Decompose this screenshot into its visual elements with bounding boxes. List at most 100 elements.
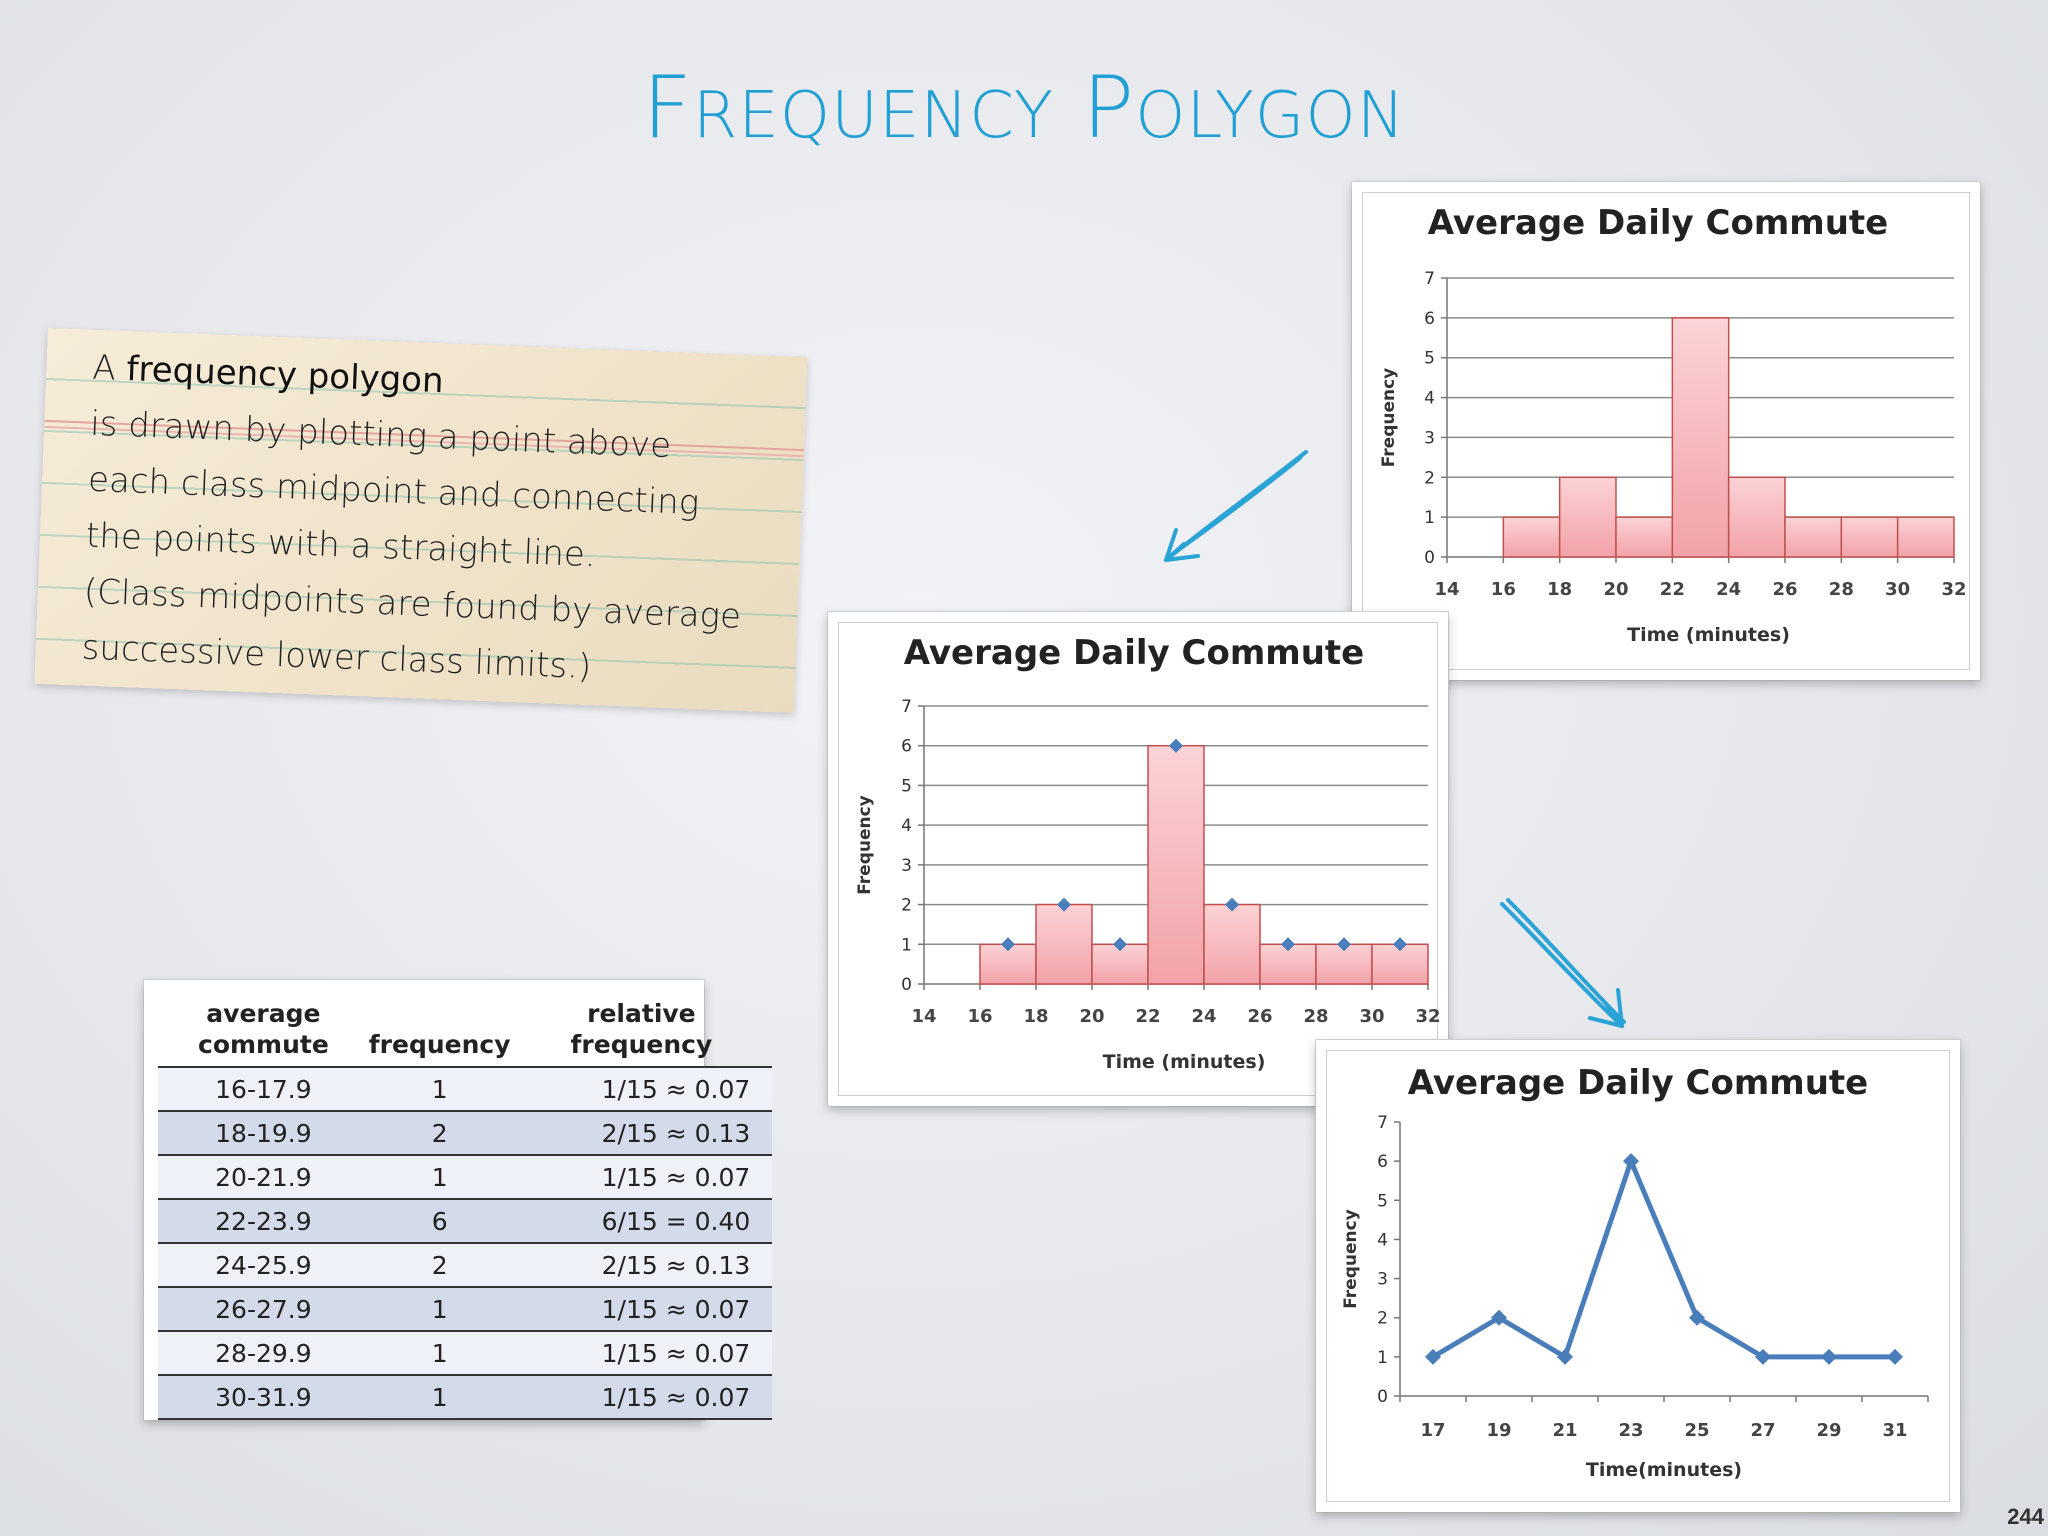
- cell-class: 30-31.9: [158, 1374, 369, 1420]
- x-axis-label: Time(minutes): [1586, 1459, 1742, 1481]
- table-row: 30-31.9 1 1/15 ≈ 0.07: [158, 1374, 773, 1420]
- polygon-point: [1821, 1348, 1837, 1365]
- x-tick-label: 25: [1684, 1420, 1709, 1441]
- table-row: 22-23.9 6 6/15 = 0.40: [158, 1198, 773, 1243]
- midpoint-marker: [1225, 897, 1239, 912]
- header-relative-frequency: relative frequency: [570, 999, 713, 1059]
- midpoint-marker: [1169, 738, 1183, 753]
- y-tick-label: 1: [901, 935, 912, 955]
- x-tick-label: 24: [1191, 1006, 1216, 1027]
- x-tick-label: 19: [1486, 1420, 1511, 1441]
- x-tick-label: 28: [1829, 579, 1854, 600]
- y-tick-label: 6: [1424, 309, 1435, 329]
- y-tick-label: 6: [901, 737, 912, 757]
- cell-class: 22-23.9: [158, 1198, 369, 1243]
- x-tick-label: 20: [1603, 579, 1628, 600]
- cell-frequency: 2: [368, 1242, 511, 1287]
- x-tick-label: 30: [1885, 579, 1910, 600]
- y-tick-label: 5: [1377, 1191, 1388, 1211]
- histogram-chart: Average Daily Commute 0 1 2 3 4 5 6 7 14 16 18 20 22 2…: [1379, 203, 1967, 646]
- cell-frequency: 1: [368, 1330, 511, 1375]
- x-axis-label: Time (minutes): [1103, 1051, 1266, 1073]
- frequency-table: average commute frequency relative frequ…: [158, 994, 773, 1420]
- table-row: 16-17.9 1 1/15 ≈ 0.07: [158, 1066, 773, 1111]
- cell-relative-frequency: 1/15 ≈ 0.07: [510, 1154, 773, 1199]
- y-tick-label: 6: [1377, 1152, 1388, 1172]
- x-tick-label: 30: [1359, 1006, 1384, 1027]
- histogram-bar: [1784, 516, 1843, 558]
- histogram-bar: [1371, 943, 1429, 985]
- cell-relative-frequency: 2/15 ≈ 0.13: [510, 1242, 773, 1287]
- x-tick-label: 28: [1303, 1006, 1328, 1027]
- histogram-bar: [1896, 516, 1955, 558]
- cell-class: 16-17.9: [158, 1066, 369, 1111]
- cell-class: 26-27.9: [158, 1286, 369, 1331]
- table-row: 20-21.9 1 1/15 ≈ 0.07: [158, 1154, 773, 1199]
- cell-relative-frequency: 1/15 ≈ 0.07: [510, 1330, 773, 1375]
- polygon-point: [1425, 1348, 1441, 1365]
- histogram-bar: [1727, 476, 1786, 558]
- histogram-panel: Average Daily Commute 0 1 2 3 4 5 6 7 14 16 18 20 22 2…: [1352, 182, 1980, 680]
- table-row: 28-29.9 1 1/15 ≈ 0.07: [158, 1330, 773, 1375]
- x-tick-label: 16: [1491, 579, 1516, 600]
- x-tick-label: 26: [1772, 579, 1797, 600]
- cell-relative-frequency: 1/15 ≈ 0.07: [510, 1286, 773, 1331]
- polygon-line: [1431, 1158, 1895, 1360]
- x-tick-label: 27: [1750, 1420, 1775, 1441]
- x-tick-label: 32: [1415, 1006, 1440, 1027]
- y-tick-label: 2: [901, 896, 912, 916]
- x-tick-label: 32: [1941, 579, 1966, 600]
- midpoint-marker: [1001, 937, 1015, 952]
- table-row: 24-25.9 2 2/15 ≈ 0.13: [158, 1242, 773, 1287]
- midpoint-marker: [1113, 937, 1127, 952]
- cell-class: 24-25.9: [158, 1242, 369, 1287]
- chart-title: Average Daily Commute: [904, 633, 1364, 673]
- y-axis-label: Frequency: [855, 795, 875, 895]
- cell-frequency: 2: [368, 1110, 511, 1155]
- polygon-point: [1491, 1309, 1507, 1326]
- y-axis-label: Frequency: [1379, 368, 1399, 468]
- x-tick-label: 16: [967, 1006, 992, 1027]
- y-tick-label: 2: [1424, 468, 1435, 488]
- y-tick-label: 1: [1377, 1348, 1388, 1368]
- cell-relative-frequency: 6/15 = 0.40: [510, 1198, 773, 1243]
- polygon-point: [1689, 1309, 1705, 1326]
- y-tick-label: 7: [1424, 269, 1435, 289]
- table-row: 18-19.9 2 2/15 ≈ 0.13: [158, 1110, 773, 1155]
- y-axis-label: Frequency: [1341, 1209, 1361, 1309]
- header-frequency: frequency: [368, 1030, 511, 1059]
- x-tick-label: 20: [1079, 1006, 1104, 1027]
- cell-frequency: 1: [368, 1154, 511, 1199]
- cell-frequency: 1: [368, 1374, 511, 1420]
- page-number: 244: [2007, 1504, 2044, 1529]
- histogram-midpoints-chart: Average Daily Commute 0 1 2 3 4 5 6 7 14 16 18 20 22 2…: [855, 633, 1441, 1073]
- table-row: 26-27.9 1 1/15 ≈ 0.07: [158, 1286, 773, 1331]
- x-axis-label: Time (minutes): [1627, 624, 1790, 646]
- y-tick-label: 7: [901, 697, 912, 717]
- slide-title: FREQUENCY POLYGON: [642, 58, 1406, 158]
- y-tick-label: 3: [1377, 1270, 1388, 1290]
- chart-title: Average Daily Commute: [1408, 1063, 1868, 1103]
- histogram-bar: [1840, 516, 1899, 558]
- y-tick-label: 1: [1424, 508, 1435, 528]
- y-tick-label: 0: [901, 975, 912, 995]
- x-tick-label: 14: [911, 1006, 936, 1027]
- cell-frequency: 6: [368, 1198, 511, 1243]
- frequency-table-panel: average commute frequency relative frequ…: [144, 980, 773, 1420]
- midpoint-marker: [1337, 937, 1351, 952]
- chart-title: Average Daily Commute: [1428, 203, 1888, 243]
- midpoint-marker: [1057, 897, 1071, 912]
- cell-class: 20-21.9: [158, 1154, 369, 1199]
- x-tick-label: 17: [1420, 1420, 1445, 1441]
- x-tick-label: 31: [1882, 1420, 1907, 1441]
- cell-frequency: 1: [368, 1286, 511, 1331]
- x-tick-label: 14: [1434, 579, 1459, 600]
- y-tick-label: 3: [901, 856, 912, 876]
- cell-frequency: 1: [368, 1066, 511, 1111]
- y-tick-label: 4: [901, 816, 912, 836]
- y-tick-label: 5: [1424, 349, 1435, 369]
- y-tick-label: 0: [1377, 1387, 1388, 1407]
- frequency-polygon-panel: Average Daily Commute 0 1 2 3 4 5 6 7 17 19 21 23 25 2…: [1316, 1040, 1960, 1512]
- polygon-point: [1755, 1348, 1771, 1365]
